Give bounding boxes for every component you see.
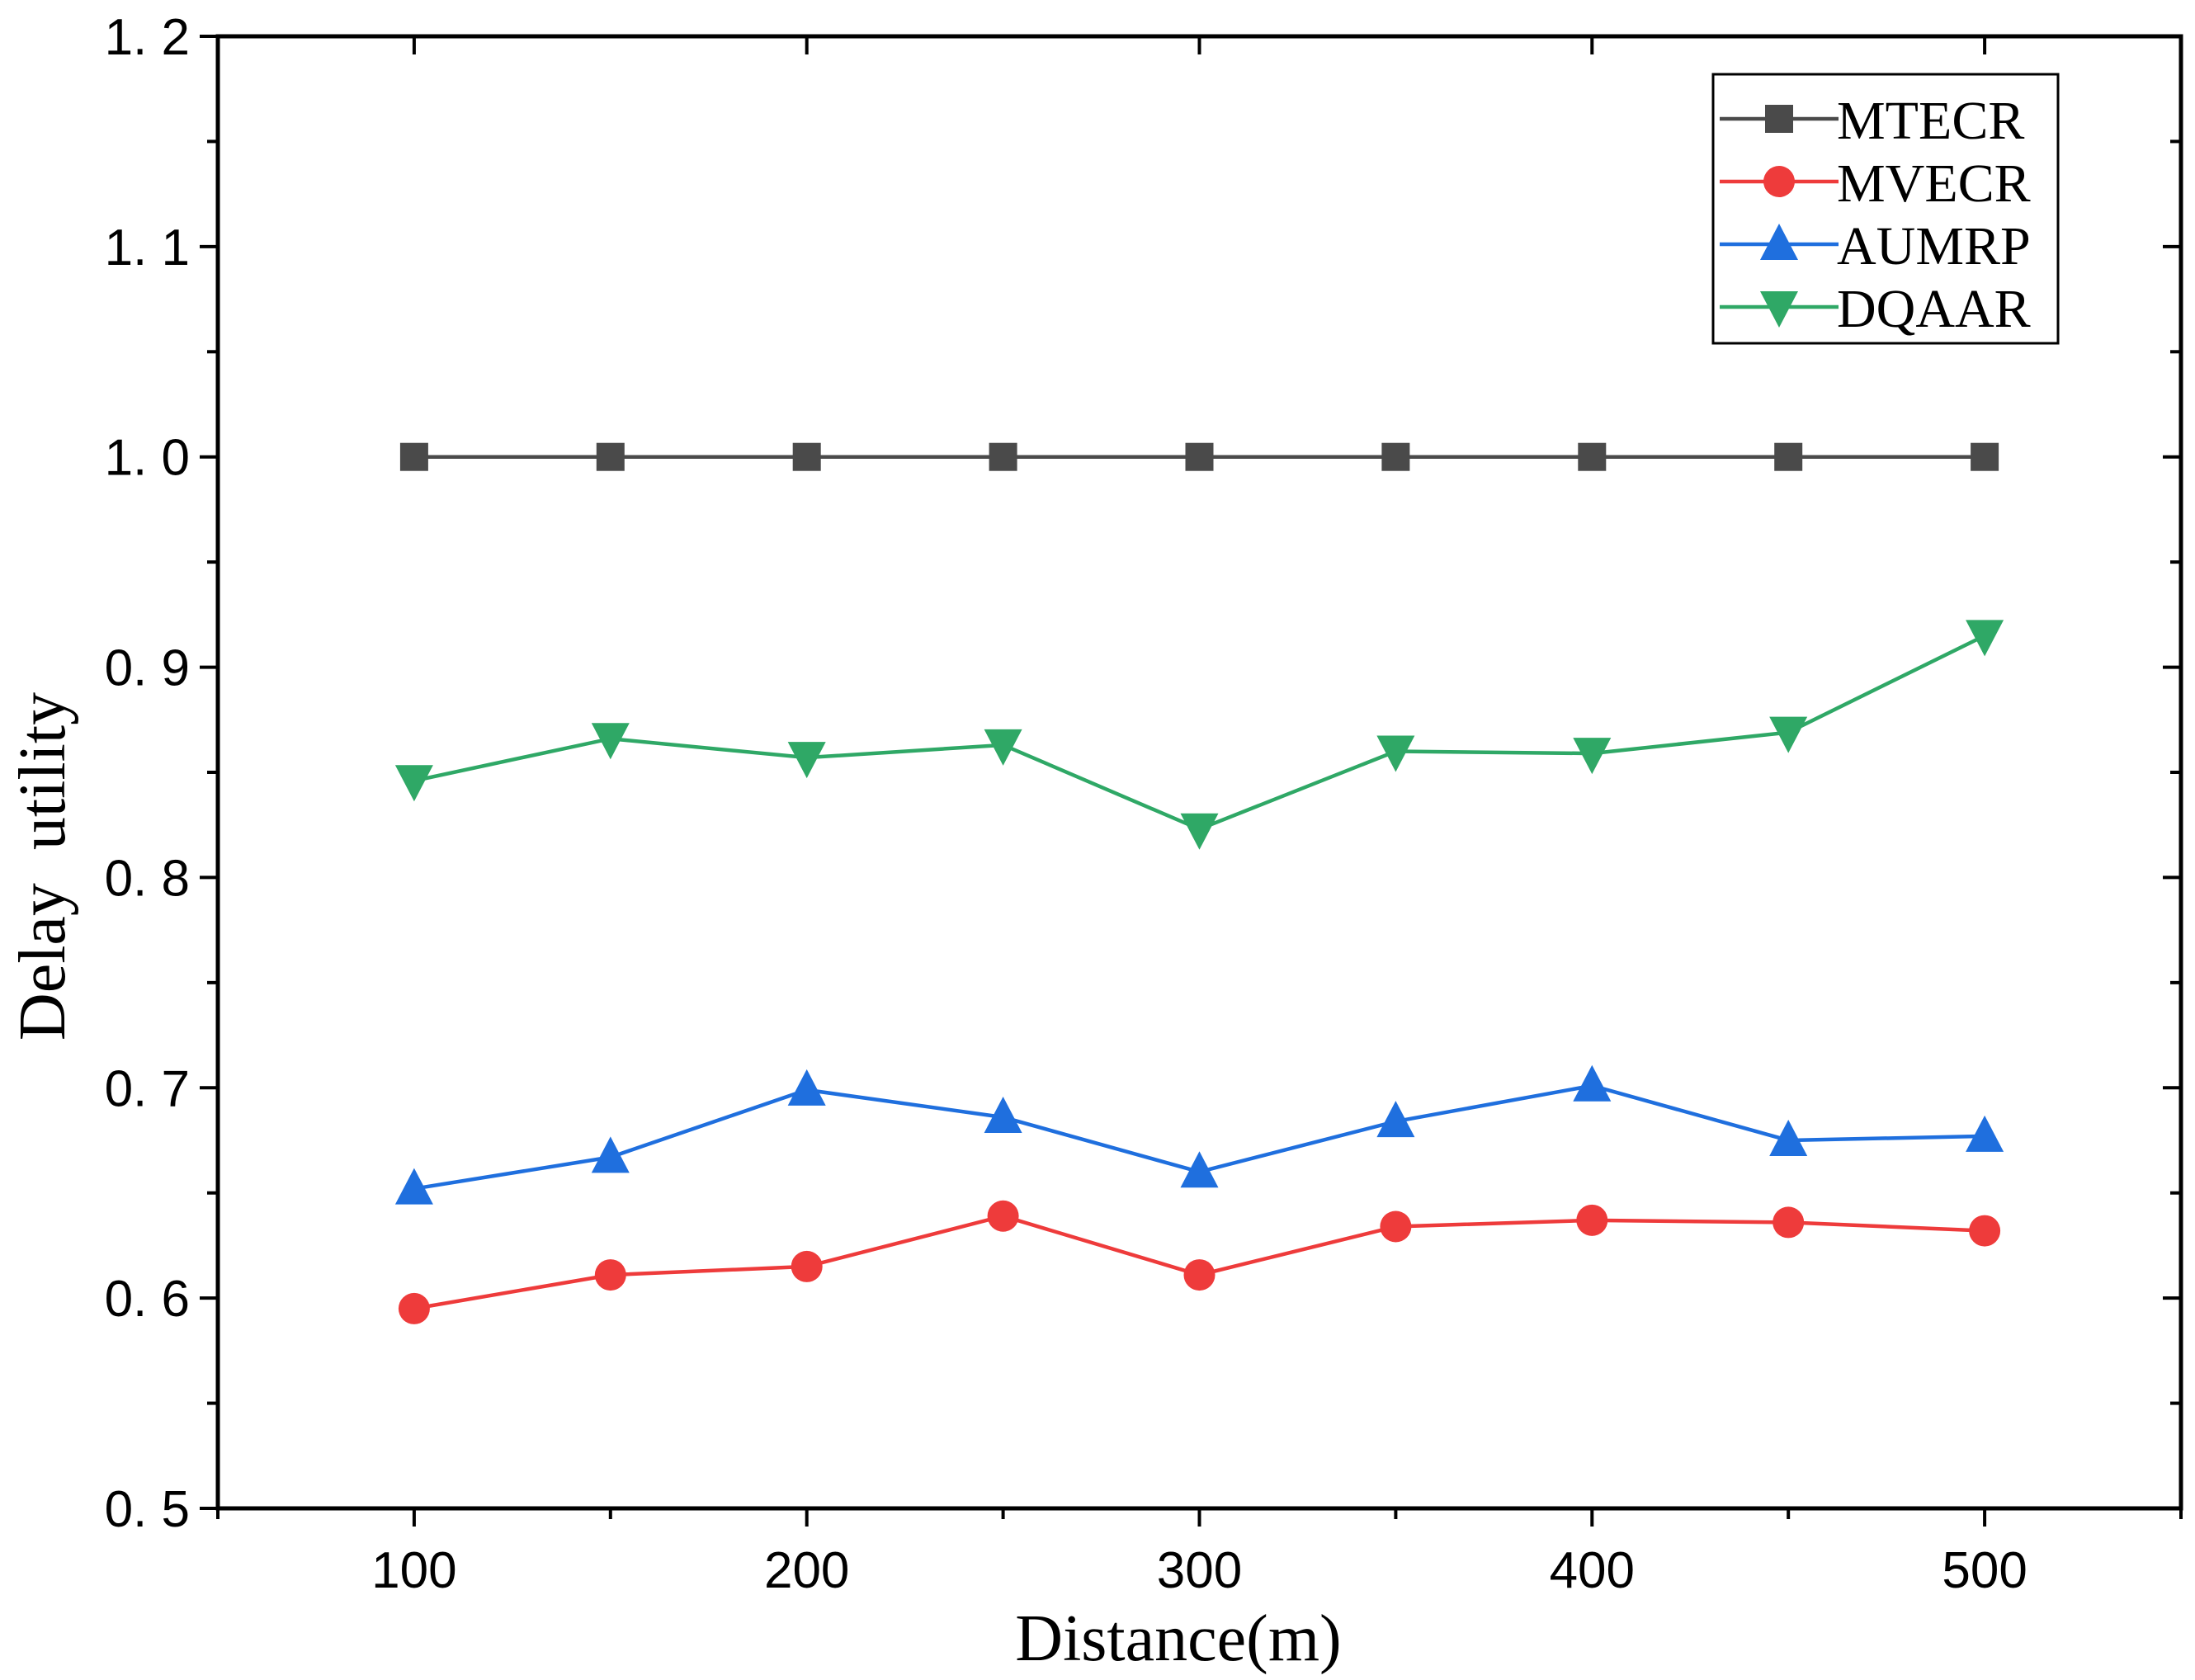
data-point-aumrp xyxy=(394,1168,433,1205)
x-tick-label: 300 xyxy=(1157,1542,1242,1599)
data-point-mtecr xyxy=(792,442,821,471)
data-point-mtecr xyxy=(399,442,428,471)
data-point-dqaar xyxy=(1180,813,1219,850)
data-point-mtecr xyxy=(1381,442,1410,471)
data-point-aumrp xyxy=(1769,1120,1808,1156)
data-point-dqaar xyxy=(591,723,630,760)
legend-label: MVECR xyxy=(1837,153,2031,214)
data-point-mvecr xyxy=(1183,1259,1216,1291)
data-point-aumrp xyxy=(1573,1064,1612,1102)
legend-marker xyxy=(1765,105,1793,133)
data-point-aumrp xyxy=(1376,1101,1415,1138)
y-tick-label: 0. 6 xyxy=(105,1271,190,1328)
y-tick-label: 0. 7 xyxy=(105,1060,190,1117)
data-point-mvecr xyxy=(398,1292,430,1324)
data-point-mtecr xyxy=(596,442,625,471)
legend-item-mtecr: MTECR xyxy=(1720,91,2024,151)
y-axis: 0. 5 0. 6 0. 7 0. 8 0. 9 1. 0 1. 1 1. 2 xyxy=(105,9,2181,1538)
series-aumrp xyxy=(394,1064,2004,1205)
legend-label: AUMRP xyxy=(1837,216,2031,276)
data-point-mvecr xyxy=(1969,1215,2001,1247)
data-point-mvecr xyxy=(1773,1206,1805,1239)
data-point-aumrp xyxy=(984,1096,1022,1133)
data-point-mvecr xyxy=(1380,1210,1412,1243)
series-layer xyxy=(394,442,2004,1324)
data-point-aumrp xyxy=(1966,1115,2004,1152)
y-tick-label: 1. 0 xyxy=(105,430,190,487)
series-mtecr xyxy=(399,442,1999,471)
data-point-mtecr xyxy=(1971,442,1999,471)
x-tick-label: 200 xyxy=(764,1542,849,1599)
x-axis-title: Distance(m) xyxy=(1015,1602,1341,1675)
data-point-mvecr xyxy=(594,1259,626,1291)
y-tick-label: 1. 2 xyxy=(105,9,190,66)
data-point-mtecr xyxy=(1578,442,1607,471)
data-point-mvecr xyxy=(1576,1204,1608,1236)
x-axis: 100 200 300 400 500 xyxy=(216,36,2183,1599)
data-point-dqaar xyxy=(1376,735,1415,772)
x-tick-label: 500 xyxy=(1942,1542,2027,1599)
x-tick-label: 400 xyxy=(1550,1542,1635,1599)
legend-label: DQAAR xyxy=(1837,279,2031,339)
series-dqaar xyxy=(394,620,2004,850)
data-point-aumrp xyxy=(787,1069,826,1106)
data-point-mtecr xyxy=(1185,442,1214,471)
y-tick-label: 0. 9 xyxy=(105,640,190,697)
legend-marker xyxy=(1763,166,1795,197)
data-point-dqaar xyxy=(1769,716,1808,753)
legend-item-aumrp: AUMRP xyxy=(1720,216,2031,276)
legend-item-mvecr: MVECR xyxy=(1720,153,2031,214)
data-point-dqaar xyxy=(394,765,433,802)
data-point-dqaar xyxy=(1966,620,2004,657)
x-tick-label: 100 xyxy=(371,1542,456,1599)
data-point-dqaar xyxy=(984,729,1022,766)
data-point-dqaar xyxy=(787,742,826,779)
y-tick-label: 0. 8 xyxy=(105,850,190,907)
y-axis-title: Delay utility xyxy=(7,692,79,1041)
data-point-dqaar xyxy=(1573,738,1612,775)
data-point-aumrp xyxy=(1180,1151,1219,1188)
legend-marker xyxy=(1760,224,1798,260)
series-mvecr xyxy=(398,1200,2001,1324)
legend-label: MTECR xyxy=(1837,91,2024,151)
data-point-mvecr xyxy=(791,1250,823,1282)
y-tick-label: 1. 1 xyxy=(105,219,190,276)
data-point-mvecr xyxy=(987,1200,1019,1232)
legend-item-dqaar: DQAAR xyxy=(1720,279,2031,339)
legend-marker xyxy=(1760,291,1798,328)
y-tick-label: 0. 5 xyxy=(105,1481,190,1538)
data-point-mtecr xyxy=(1774,442,1803,471)
data-point-aumrp xyxy=(591,1136,630,1173)
data-point-mtecr xyxy=(989,442,1017,471)
